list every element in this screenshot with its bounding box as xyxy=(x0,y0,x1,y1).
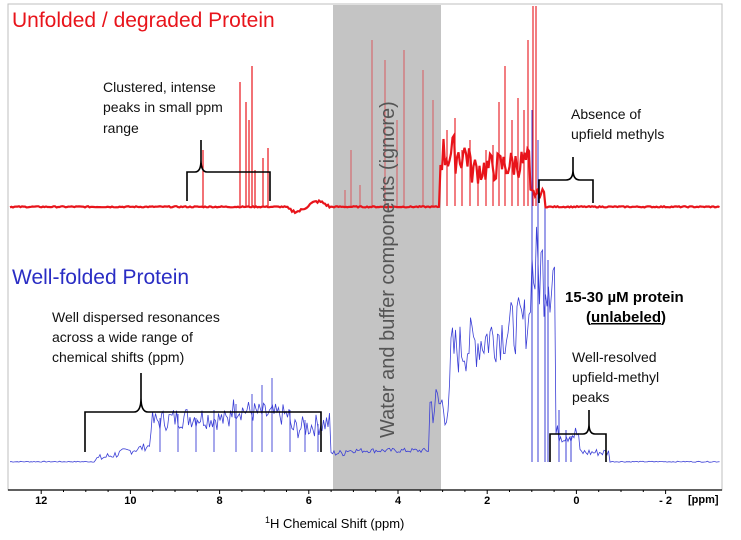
concentration-note: 15-30 µM protein xyxy=(565,289,684,306)
dispersed-note-line-3: chemical shifts (ppm) xyxy=(52,349,184,365)
unfolded-spectrum xyxy=(9,6,720,215)
x-axis-title-text: H Chemical Shift (ppm) xyxy=(270,516,404,531)
unlabeled-word: unlabeled xyxy=(591,309,661,326)
clustered-note-line-1: Clustered, intense xyxy=(103,79,216,95)
x-axis-unit: [ppm] xyxy=(688,494,719,506)
water-band-label: Water and buffer components (ignore) xyxy=(377,101,399,438)
unfolded-title: Unfolded / degraded Protein xyxy=(12,9,275,32)
absence-note-line-1: Absence of xyxy=(571,106,641,122)
x-tick-label: 4 xyxy=(395,495,402,507)
resolved-note-line-1: Well-resolved xyxy=(572,349,657,365)
clustered-bracket xyxy=(186,140,271,201)
x-tick-label: 12 xyxy=(35,495,47,507)
dispersed-note-line-2: across a wide range of xyxy=(52,329,193,345)
x-axis-title-sup: 1 xyxy=(265,515,270,525)
resolved-note-line-2: upfield-methyl xyxy=(572,369,659,385)
clustered-note-line-3: range xyxy=(103,120,139,136)
folded-trace xyxy=(9,226,720,463)
x-tick-label: 0 xyxy=(573,495,579,507)
x-axis-ticks: 12 10 8 6 4 2 0 - 2 xyxy=(35,490,672,507)
resolved-note-line-3: peaks xyxy=(572,389,609,405)
unfolded-trace xyxy=(9,131,720,215)
clustered-note-line-2: peaks in small ppm xyxy=(103,99,223,115)
x-tick-label: - 2 xyxy=(659,495,672,507)
dispersed-bracket xyxy=(84,373,322,452)
resolved-bracket xyxy=(549,410,607,462)
dispersed-note-line-1: Well dispersed resonances xyxy=(52,309,220,325)
x-tick-label: 6 xyxy=(306,495,312,507)
folded-title: Well-folded Protein xyxy=(12,266,189,289)
unlabeled-note: (unlabeled) xyxy=(586,309,666,326)
absence-bracket xyxy=(538,157,594,203)
absence-note-line-2: upfield methyls xyxy=(571,126,664,142)
x-axis-title: 1H Chemical Shift (ppm) xyxy=(265,515,404,531)
x-tick-label: 8 xyxy=(217,495,223,507)
x-tick-label: 10 xyxy=(124,495,136,507)
x-tick-label: 2 xyxy=(484,495,490,507)
